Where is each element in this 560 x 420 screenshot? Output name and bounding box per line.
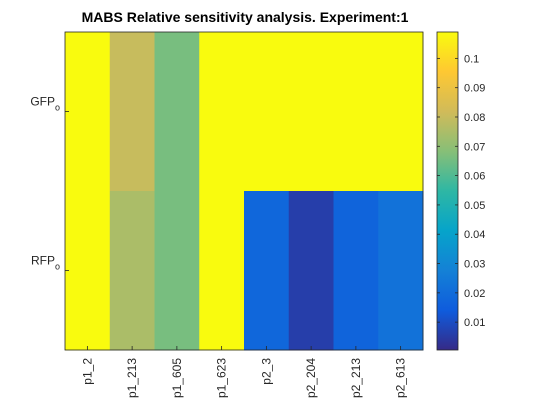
heatmap-cell-rfp-p1-2 [65,191,111,351]
y-tick-label-gfp: GFPo [30,95,60,113]
x-tick-label-p2-3: p2_3 [259,358,273,385]
heatmap-cell-rfp-p1-623 [199,191,245,351]
heatmap-cell-gfp-p2-204 [288,32,334,192]
colorbar-tick-label: 0.09 [464,83,485,95]
x-tick-label-p1-605: p1_605 [170,358,184,398]
y-tick-label-subscript: o [55,103,60,113]
y-tick-label-subscript: o [55,262,60,272]
colorbar [436,31,459,351]
x-axis: p1_2 p1_213 p1_605 p1_623 p2_3 p2_204 p2_213 p2… [80,346,408,398]
x-tick-label-p2-213: p2_213 [349,358,363,398]
x-tick-label-p2-613: p2_613 [394,358,408,398]
heatmap-cell-rfp-p1-605 [154,191,200,351]
heatmap-cell-gfp-p2-213 [333,32,379,192]
colorbar-tick-label: 0.02 [464,288,485,300]
y-tick-label-base: GFP [30,95,55,109]
heatmap-cell-gfp-p1-605 [154,32,200,192]
colorbar-tick-label: 0.03 [464,259,485,271]
y-tick-label-rfp: RFPo [31,254,60,272]
plot-frame [64,31,424,351]
x-tick-label-p1-213: p1_213 [125,358,139,398]
heatmap-cell-rfp-p2-613 [378,191,424,351]
colorbar-tick-label: 0.04 [464,229,485,241]
y-tick-label-base: RFP [31,254,55,268]
colorbar-tick-label: 0.05 [464,200,485,212]
heatmap-cells [65,32,424,351]
colorbar-tick-label: 0.1 [464,53,479,65]
colorbar-axis: 0.01 0.02 0.03 0.04 0.05 0.06 0.07 0.08 0.09 0.1 [437,53,485,329]
colorbar-tick-label: 0.07 [464,141,485,153]
colorbar-tick-label: 0.06 [464,171,485,183]
colorbar-tick-label: 0.08 [464,112,485,124]
heatmap-cell-gfp-p1-213 [109,32,155,192]
heatmap-cell-gfp-p1-623 [199,32,245,192]
heatmap-cell-gfp-p2-3 [244,32,290,192]
heatmap-cell-rfp-p2-204 [288,191,334,351]
x-tick-label-p1-2: p1_2 [80,358,94,385]
heatmap-cell-rfp-p2-213 [333,191,379,351]
chart-title: MABS Relative sensitivity analysis. Expe… [82,9,409,25]
heatmap-cell-gfp-p2-613 [378,32,424,192]
x-tick-label-p1-623: p1_623 [215,358,229,398]
heatmap-cell-rfp-p1-213 [109,191,155,351]
heatmap-cell-gfp-p1-2 [65,32,111,192]
x-tick-label-p2-204: p2_204 [304,358,318,398]
heatmap-cell-rfp-p2-3 [244,191,290,351]
colorbar-tick-label: 0.01 [464,317,485,329]
